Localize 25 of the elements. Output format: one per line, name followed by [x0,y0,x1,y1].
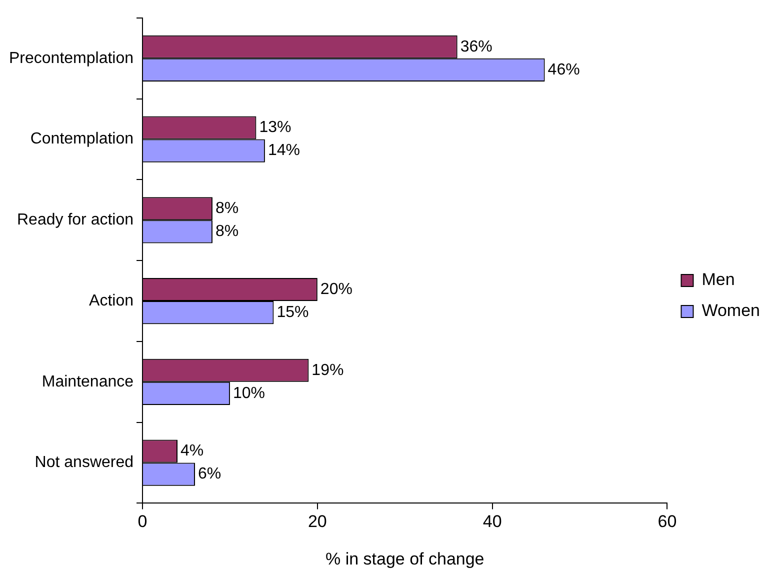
data-label: 8% [215,223,239,240]
data-label: 4% [180,442,204,460]
x-tick-label: 20 [308,512,327,532]
data-label: 36% [460,38,492,56]
legend-label: Men [702,270,735,290]
x-tick-label: 0 [138,512,148,532]
data-label: 15% [276,304,309,321]
data-label: 46% [548,61,580,78]
legend-label: Women [702,301,760,320]
y-tick-label: Action [89,292,134,310]
x-axis-title: % in stage of change [325,549,484,568]
y-tick-label: Precontemplation [9,50,134,67]
data-label: 6% [198,466,222,483]
data-label: 20% [320,280,352,298]
data-label: 19% [312,362,344,379]
y-tick-label: Maintenance [42,373,134,390]
y-tick-label: Contemplation [30,130,134,148]
data-label: 14% [268,142,300,160]
y-tick-label: Ready for action [17,212,134,229]
data-label: 8% [215,200,239,218]
x-tick-label: 40 [482,512,502,532]
data-label: 13% [259,119,292,136]
x-tick-label: 60 [658,512,677,532]
y-tick-label: Not answered [34,454,134,472]
data-label: 10% [232,384,265,402]
